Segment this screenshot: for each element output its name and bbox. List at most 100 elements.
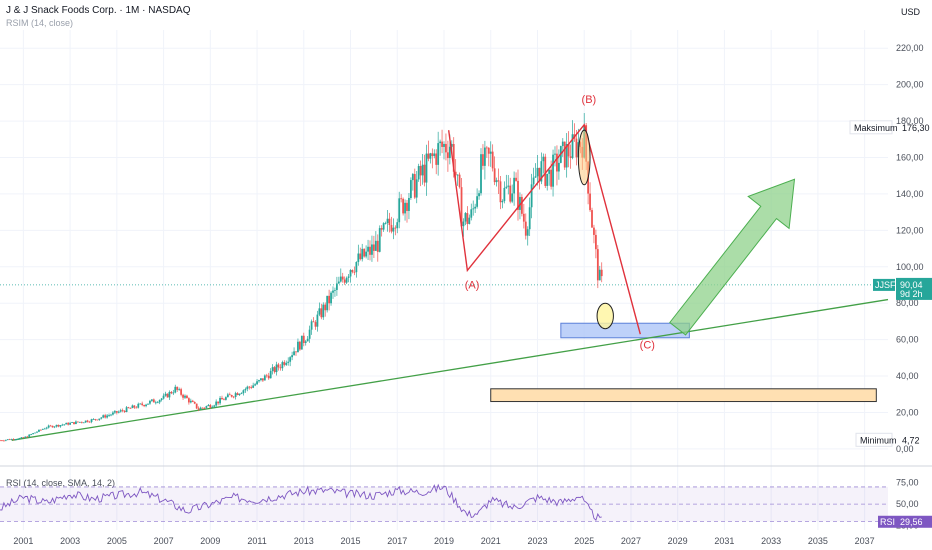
candle-body [131, 405, 134, 409]
candle-body [115, 411, 118, 413]
candle-body [361, 248, 364, 260]
candle-body [357, 253, 360, 262]
candle-body [515, 177, 517, 181]
candle-body [415, 179, 418, 198]
candle-body [460, 187, 463, 227]
candle-body [534, 176, 537, 178]
candle-body [554, 153, 556, 155]
rsi-y-tick-label: 75,00 [896, 478, 919, 488]
candle-body [304, 341, 307, 343]
candle-body [84, 420, 87, 423]
candle-body [421, 164, 424, 176]
candle-body [519, 196, 521, 210]
candle-body [503, 187, 506, 202]
candle-body [100, 417, 103, 419]
candle-body [425, 153, 428, 183]
candle-body [213, 405, 216, 407]
candle-body [39, 429, 42, 431]
candle-body [482, 154, 484, 166]
candle-body [544, 156, 547, 186]
candle-body [193, 401, 196, 404]
candle-body [497, 180, 500, 182]
candle-body [359, 253, 362, 260]
y-tick-label: 20,00 [896, 407, 919, 417]
candle-body [121, 410, 124, 411]
candle-body [526, 229, 529, 236]
candle-body [78, 421, 81, 423]
candle-body [546, 173, 549, 186]
candle-body [295, 351, 297, 353]
candle-body [591, 210, 593, 228]
candle-body [312, 321, 315, 323]
candle-body [452, 144, 455, 172]
candle-body [38, 429, 40, 432]
candle-body [234, 393, 237, 397]
candle-body [230, 395, 233, 397]
minimum-box [855, 432, 893, 447]
candle-body [240, 393, 243, 394]
candle-body [487, 147, 490, 154]
candle-body [273, 367, 276, 373]
candle-body [160, 398, 163, 400]
candle-body [158, 399, 161, 403]
x-tick-label: 2017 [387, 536, 407, 546]
candle-body [254, 384, 257, 386]
candle-body [561, 141, 564, 147]
rsi-title: RSI (14, close, SMA, 14, 2) [6, 478, 115, 488]
candle-body [219, 397, 221, 404]
candle-body [293, 351, 295, 356]
candle-body [14, 439, 17, 441]
candle-body [567, 143, 570, 157]
candle-body [88, 421, 91, 423]
candle-body [542, 156, 545, 162]
candle-body [201, 407, 204, 409]
x-tick-label: 2023 [527, 536, 547, 546]
candle-body [489, 151, 492, 154]
candle-body [318, 308, 321, 315]
symbol-tag: JJSF [873, 278, 896, 291]
candle-body [51, 425, 54, 428]
candle-body [524, 221, 527, 236]
candle-body [520, 196, 523, 214]
candle-body [540, 161, 543, 182]
candle-body [530, 184, 533, 208]
candle-body [409, 180, 412, 199]
candle-body [26, 436, 29, 438]
candle-body [277, 364, 280, 368]
candle-body [532, 177, 535, 185]
rsi-value-bg [896, 515, 932, 528]
candle-body [61, 424, 64, 426]
minimum-label: Minimum [860, 435, 897, 445]
candle-body [178, 389, 181, 390]
highlight-ellipse [596, 302, 614, 330]
candle-body [437, 143, 440, 165]
candle-body [223, 399, 225, 401]
candle-body [429, 153, 432, 159]
candle-body [76, 421, 79, 423]
candle-body [571, 134, 574, 158]
candle-body [374, 240, 377, 251]
candle-body [205, 406, 208, 408]
wave-label: (B) [582, 94, 597, 106]
candle-body [302, 335, 305, 343]
candle-body [347, 276, 350, 278]
candle-body [271, 367, 274, 371]
candle-body [98, 418, 101, 420]
candle-body [174, 386, 177, 393]
candle-body [228, 394, 231, 396]
candle-body [147, 403, 149, 405]
candle-body [563, 141, 566, 168]
candle-body [386, 218, 389, 223]
candle-body [49, 425, 52, 427]
candle-body [468, 217, 471, 224]
candle-body [466, 213, 469, 224]
candle-body [71, 422, 73, 423]
minimum-marker: Minimum 4,72 [855, 432, 920, 447]
support-zone [560, 322, 690, 339]
candle-body [324, 304, 327, 311]
candle-body [191, 400, 194, 402]
candle-body [511, 193, 514, 202]
x-tick-label: 2037 [855, 536, 875, 546]
